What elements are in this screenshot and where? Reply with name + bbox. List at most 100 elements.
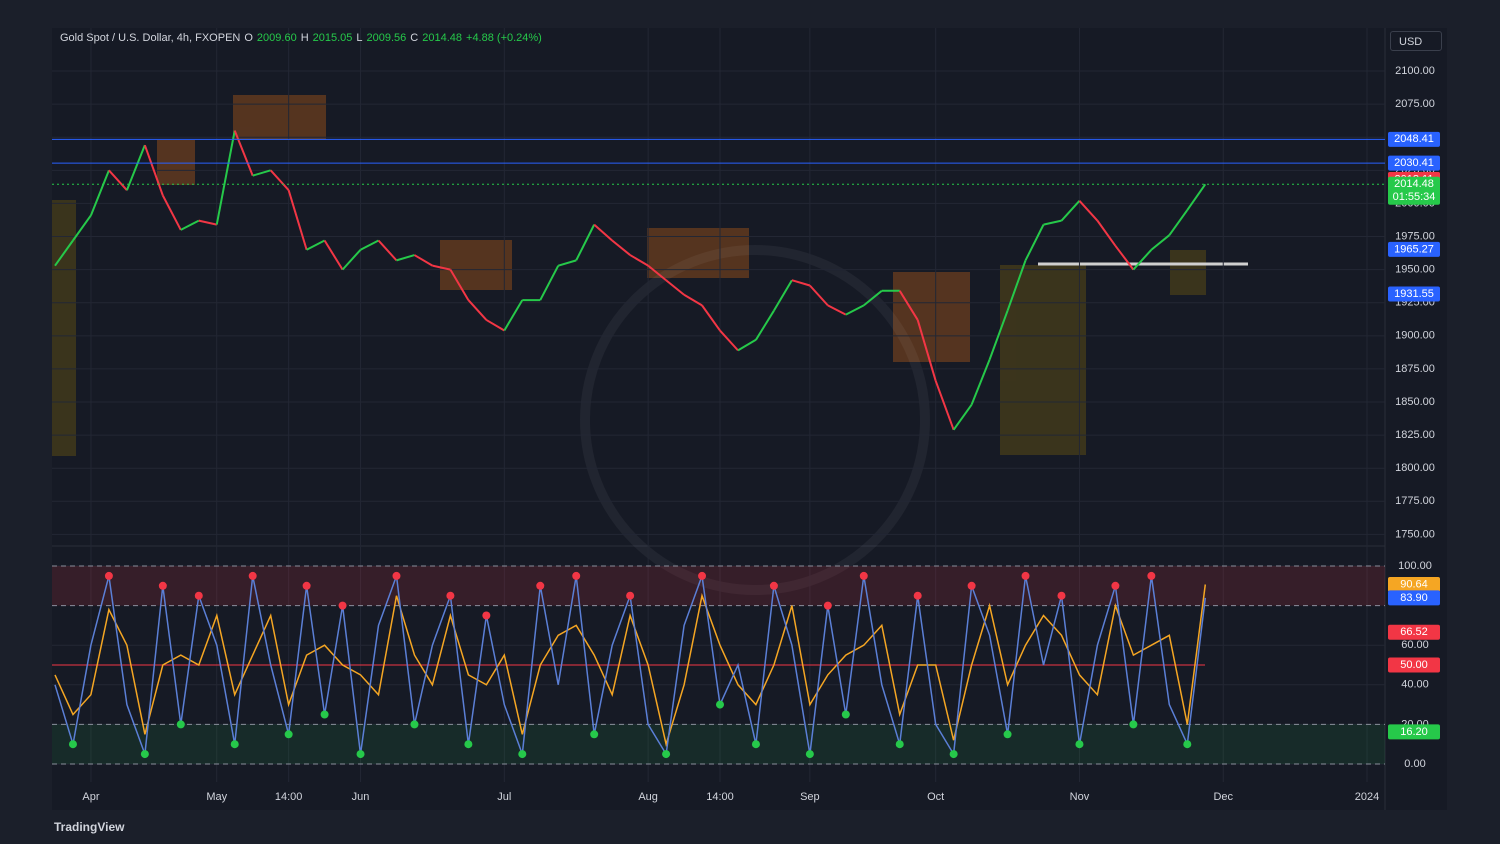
price-segment <box>611 239 631 256</box>
y-tick-label: 1875.00 <box>1395 363 1435 375</box>
x-tick-label: 14:00 <box>706 791 734 803</box>
signal-dot <box>68 740 77 749</box>
ohlc-value: 2009.56 <box>366 32 407 44</box>
ohlc-key: H <box>300 32 309 44</box>
signal-dot <box>949 750 958 759</box>
chart-background <box>52 28 1447 810</box>
signal-dot <box>284 730 293 739</box>
x-tick-label: Dec <box>1213 791 1233 803</box>
x-tick-label: Jul <box>497 791 511 803</box>
price-label-box <box>1388 724 1440 740</box>
legend-header: Gold Spot / U.S. Dollar, 4h, FXOPEN O 200… <box>60 32 542 44</box>
price-segment <box>72 214 92 242</box>
signal-dot <box>356 750 365 759</box>
price-segment <box>215 130 236 225</box>
y-tick-label: 1775.00 <box>1395 495 1435 507</box>
signal-dot <box>1057 591 1066 600</box>
signal-dot <box>482 611 491 620</box>
price-segment <box>1043 219 1062 226</box>
y-tick-label: 1800.00 <box>1395 462 1435 474</box>
price-segment <box>1024 224 1045 261</box>
signal-dot <box>769 581 778 590</box>
price-segment <box>1168 209 1189 236</box>
price-segment <box>467 299 488 321</box>
signal-dot <box>230 740 239 749</box>
symbol: Gold Spot / U.S. Dollar, 4h, FXOPEN <box>60 32 241 44</box>
signal-dot <box>590 730 599 739</box>
price-label: 16.20 <box>1400 726 1428 738</box>
signal-dot <box>248 571 257 580</box>
signal-dot <box>464 740 473 749</box>
change: +4.88 (+0.24%) <box>466 32 542 44</box>
x-tick-label: May <box>206 791 227 803</box>
price-segment <box>198 219 217 226</box>
price-segment <box>269 169 290 191</box>
signal-dot <box>1021 571 1030 580</box>
signal-dot <box>392 571 401 580</box>
zone <box>440 240 512 290</box>
price-segment <box>683 293 703 307</box>
price-label: 1931.55 <box>1394 288 1434 300</box>
y-tick-label: 0.00 <box>1404 758 1425 770</box>
price-label: 2030.41 <box>1394 157 1434 169</box>
x-tick-label: 2024 <box>1355 791 1379 803</box>
price-segment <box>1132 249 1153 271</box>
price-label: 83.90 <box>1400 592 1428 604</box>
price-segment <box>845 304 865 316</box>
x-tick-label: Oct <box>927 791 944 803</box>
signal-dot <box>446 591 455 600</box>
price-segment <box>737 338 757 352</box>
signal-dot <box>805 750 814 759</box>
price-segment <box>396 254 415 262</box>
price-label-box <box>1388 624 1440 640</box>
price-segment <box>306 239 326 251</box>
price-label-box <box>1388 241 1440 257</box>
price-label-box <box>1388 155 1440 171</box>
x-tick-label: 14:00 <box>275 791 303 803</box>
price-segment <box>360 239 379 251</box>
price-segment <box>125 144 146 191</box>
price-segment <box>485 319 505 332</box>
signal-dot <box>410 720 419 729</box>
y-tick-label: 40.00 <box>1401 679 1429 691</box>
oscillator-line <box>54 584 1207 748</box>
countdown: 01:55:34 <box>1393 191 1436 203</box>
price-label-box <box>1388 131 1440 147</box>
price-segment <box>1150 234 1170 251</box>
price-segment <box>108 169 128 191</box>
price-segment <box>287 189 308 251</box>
signal-dot <box>158 581 167 590</box>
price-label: 50.00 <box>1400 659 1428 671</box>
overbought-zone <box>52 566 1385 606</box>
price-label: 2048.41 <box>1394 133 1434 145</box>
price-label: 90.64 <box>1400 578 1428 590</box>
price-segment <box>1060 200 1081 222</box>
price-segment <box>952 404 973 431</box>
signal-dot <box>140 750 149 759</box>
price-segment <box>1186 183 1207 211</box>
ohlc-value: 2009.60 <box>256 32 297 44</box>
price-segment <box>233 130 254 177</box>
signal-dot <box>1147 571 1156 580</box>
price-segment <box>665 279 685 296</box>
y-tick-label: 1825.00 <box>1395 429 1435 441</box>
signal-dot <box>1003 730 1012 739</box>
price-segment <box>934 380 955 431</box>
price-segment <box>143 144 164 196</box>
signal-dot <box>104 571 113 580</box>
price-segment <box>161 195 182 231</box>
price-segment <box>1006 260 1027 312</box>
currency-button[interactable]: USD <box>1390 31 1442 51</box>
price-segment <box>593 223 613 242</box>
zone <box>893 272 970 362</box>
price-segment <box>827 304 847 316</box>
price-segment <box>503 299 524 332</box>
signal-dot <box>338 601 347 610</box>
signal-dot <box>1129 720 1138 729</box>
price-segment <box>988 310 1009 360</box>
signal-dot <box>751 740 760 749</box>
brand: TradingView <box>54 820 125 834</box>
zone <box>1000 265 1086 455</box>
